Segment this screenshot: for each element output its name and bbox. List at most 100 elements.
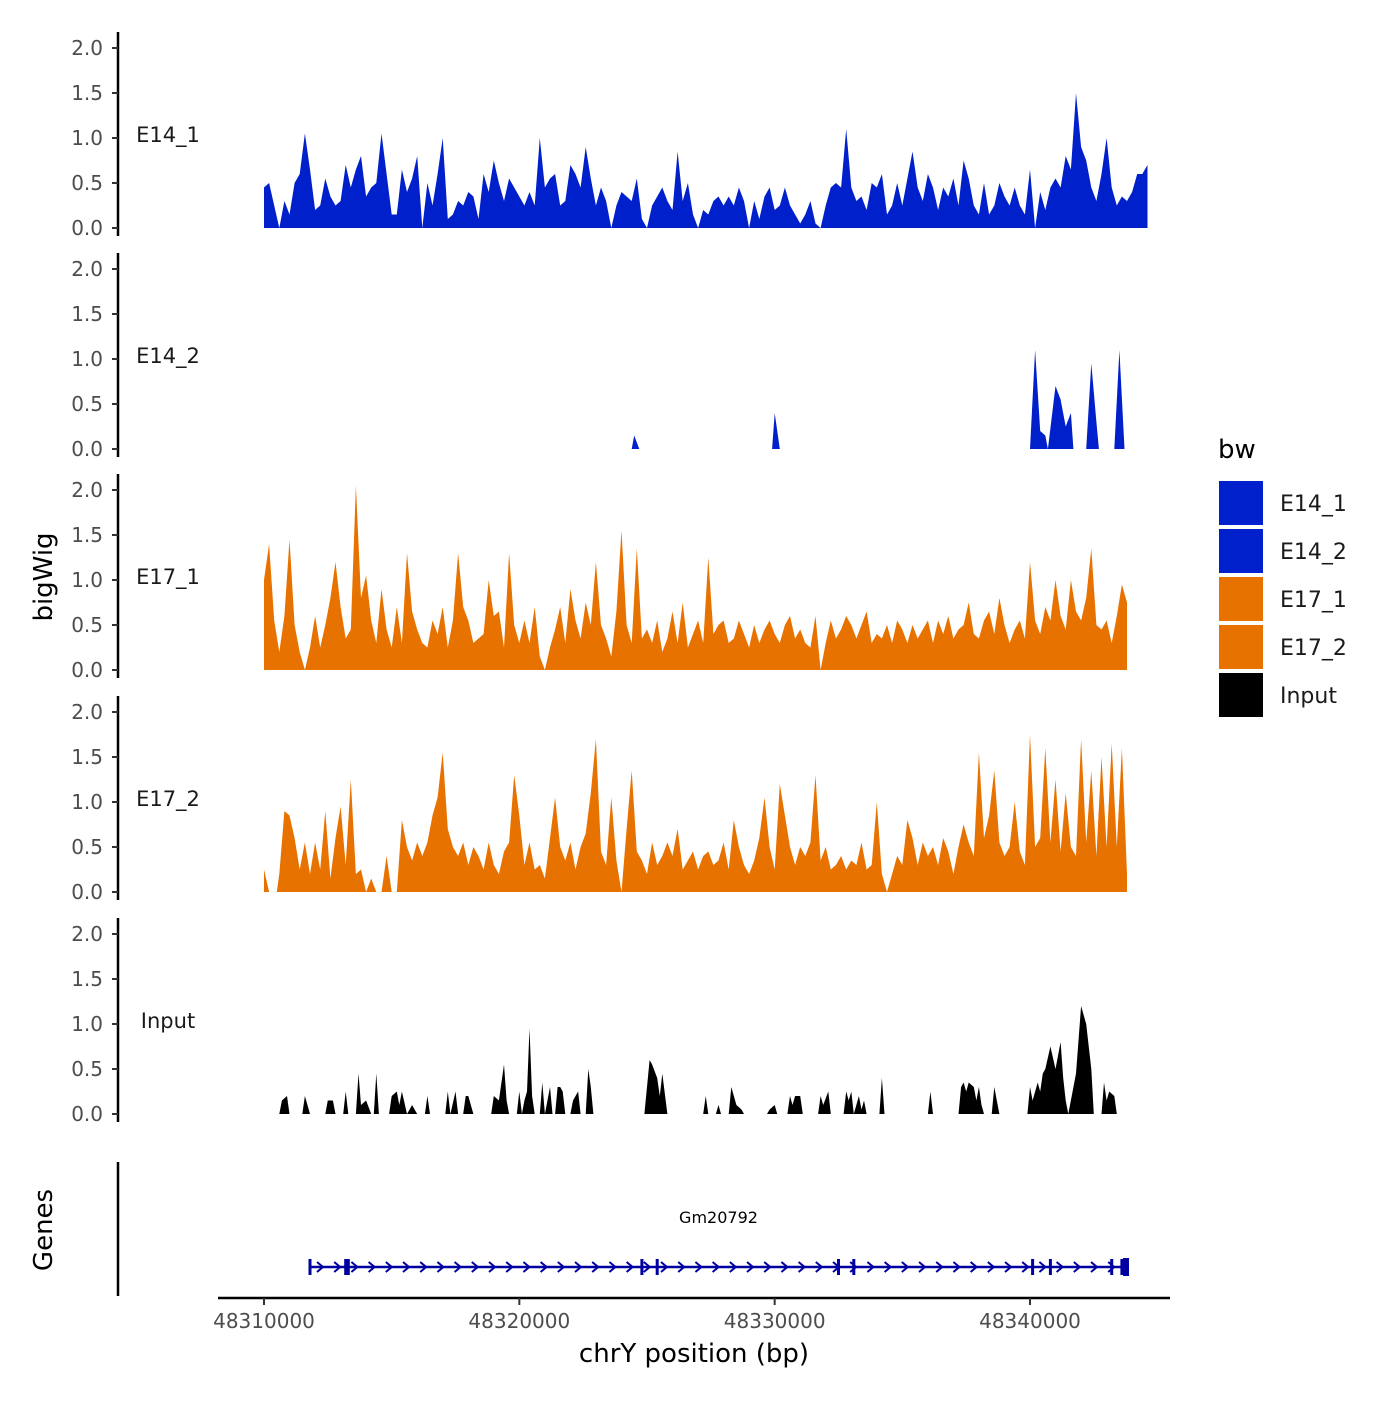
track-e14-1: 0.0 0.5 1.0 1.5 2.0 E14_1 bbox=[71, 32, 1148, 240]
legend-item: E17_1 bbox=[1217, 575, 1347, 623]
x-tick-label: 48320000 bbox=[468, 1309, 570, 1333]
strand-arrow bbox=[849, 1261, 858, 1273]
y-tick-label: 1.0 bbox=[71, 347, 103, 371]
y-tick-label: 2.0 bbox=[71, 922, 103, 946]
x-tick-label: 48310000 bbox=[213, 1309, 315, 1333]
strand-arrow bbox=[643, 1261, 652, 1273]
y-tick-label: 1.0 bbox=[71, 1012, 103, 1036]
strand-arrow bbox=[574, 1261, 583, 1273]
strand-arrow bbox=[763, 1261, 772, 1273]
strand-arrow bbox=[1038, 1261, 1047, 1273]
strand-arrow bbox=[969, 1261, 979, 1273]
strand-arrow bbox=[419, 1261, 428, 1273]
y-tick-label: 2.0 bbox=[71, 700, 103, 724]
strand-arrow bbox=[453, 1261, 463, 1273]
y-tick-label: 1.5 bbox=[71, 745, 103, 769]
genes-panel: Gm20792 bbox=[116, 1162, 1129, 1296]
strand-arrow bbox=[591, 1261, 600, 1273]
legend-label: E14_1 bbox=[1280, 492, 1347, 517]
exon bbox=[852, 1259, 856, 1275]
strand-arrow bbox=[1073, 1261, 1082, 1273]
coverage-area bbox=[264, 734, 1127, 892]
strand-arrow bbox=[471, 1261, 480, 1273]
y-tick-label: 0.5 bbox=[71, 613, 103, 637]
strand-arrow bbox=[935, 1261, 944, 1273]
exon bbox=[344, 1259, 348, 1275]
legend-key bbox=[1217, 671, 1265, 719]
strand-arrow bbox=[694, 1261, 703, 1273]
strand-arrow bbox=[1021, 1261, 1030, 1273]
legend-key bbox=[1217, 527, 1265, 575]
legend-item: E14_2 bbox=[1217, 527, 1347, 575]
strand-arrow bbox=[952, 1261, 961, 1273]
track-label: E17_1 bbox=[136, 565, 200, 590]
legend: bw E14_1 E14_2 E17_1 E17_2 Input bbox=[1217, 435, 1347, 719]
strand-arrow bbox=[367, 1261, 377, 1273]
strand-arrow bbox=[901, 1261, 910, 1273]
legend-key bbox=[1217, 575, 1265, 623]
y-tick-label: 1.5 bbox=[71, 523, 103, 547]
strand-arrow bbox=[402, 1261, 411, 1273]
strand-arrow bbox=[333, 1261, 342, 1273]
y-tick-label: 2.0 bbox=[71, 36, 103, 60]
y-axis-title: bigWig bbox=[29, 532, 59, 621]
strand-arrow bbox=[918, 1261, 927, 1273]
exon bbox=[1120, 1259, 1124, 1275]
track-input: 0.0 0.5 1.0 1.5 2.0 Input bbox=[71, 918, 1117, 1126]
y-tick-label: 1.0 bbox=[71, 126, 103, 150]
strand-arrow bbox=[815, 1261, 824, 1273]
legend-key bbox=[1217, 623, 1265, 671]
strand-arrow bbox=[350, 1261, 359, 1273]
legend-label: E17_1 bbox=[1280, 588, 1347, 613]
track-e17-1: 0.0 0.5 1.0 1.5 2.0 E17_1 bbox=[71, 474, 1127, 682]
legend-title: bw bbox=[1218, 435, 1256, 465]
legend-label: E14_2 bbox=[1280, 540, 1347, 565]
strand-arrow bbox=[385, 1261, 394, 1273]
strand-arrow bbox=[729, 1261, 738, 1273]
y-tick-label: 1.0 bbox=[71, 790, 103, 814]
strand-arrow bbox=[746, 1261, 755, 1273]
strand-arrow bbox=[316, 1261, 325, 1273]
legend-key bbox=[1217, 479, 1265, 527]
exon bbox=[346, 1259, 350, 1275]
x-tick-label: 48340000 bbox=[979, 1309, 1081, 1333]
strand-arrow bbox=[987, 1261, 996, 1273]
y-tick-label: 0.5 bbox=[71, 1057, 103, 1081]
track-label: Input bbox=[141, 1009, 195, 1033]
coverage-area bbox=[631, 350, 1125, 449]
y-tick-label: 0.0 bbox=[71, 437, 103, 461]
x-tick-label: 48330000 bbox=[724, 1309, 826, 1333]
track-label: E14_1 bbox=[136, 123, 200, 148]
exon bbox=[640, 1259, 644, 1275]
strand-arrow bbox=[505, 1261, 514, 1273]
legend-item: Input bbox=[1217, 671, 1337, 719]
y-tick-label: 1.0 bbox=[71, 568, 103, 592]
coverage-area bbox=[264, 485, 1127, 670]
y-tick-label: 0.0 bbox=[71, 216, 103, 240]
exon bbox=[837, 1259, 840, 1275]
x-axis: 48310000 48320000 48330000 48340000 bbox=[213, 1296, 1170, 1333]
y-tick-label: 1.5 bbox=[71, 967, 103, 991]
track-label: E14_2 bbox=[136, 344, 200, 369]
strand-arrow bbox=[625, 1261, 635, 1273]
y-tick-label: 2.0 bbox=[71, 257, 103, 281]
coverage-panels: 0.0 0.5 1.0 1.5 2.0 E14_1 0.0 0.5 1.0 1.5 2.0 E14_2… bbox=[71, 32, 1148, 1126]
strand-arrow bbox=[780, 1261, 789, 1273]
coverage-area bbox=[279, 1006, 1117, 1114]
strand-arrow bbox=[608, 1261, 617, 1273]
strand-arrows bbox=[316, 1261, 1116, 1273]
exon bbox=[1110, 1259, 1114, 1275]
legend-label: E17_2 bbox=[1280, 636, 1347, 661]
y-tick-label: 1.5 bbox=[71, 81, 103, 105]
strand-arrow bbox=[677, 1261, 686, 1273]
track-e17-2: 0.0 0.5 1.0 1.5 2.0 E17_2 bbox=[71, 696, 1127, 904]
strand-arrow bbox=[1055, 1261, 1065, 1273]
exon bbox=[1031, 1259, 1035, 1275]
strand-arrow bbox=[1004, 1261, 1013, 1273]
exon bbox=[655, 1259, 659, 1275]
y-tick-label: 1.5 bbox=[71, 302, 103, 326]
track-e14-2: 0.0 0.5 1.0 1.5 2.0 E14_2 bbox=[71, 253, 1125, 461]
y-tick-label: 0.5 bbox=[71, 835, 103, 859]
